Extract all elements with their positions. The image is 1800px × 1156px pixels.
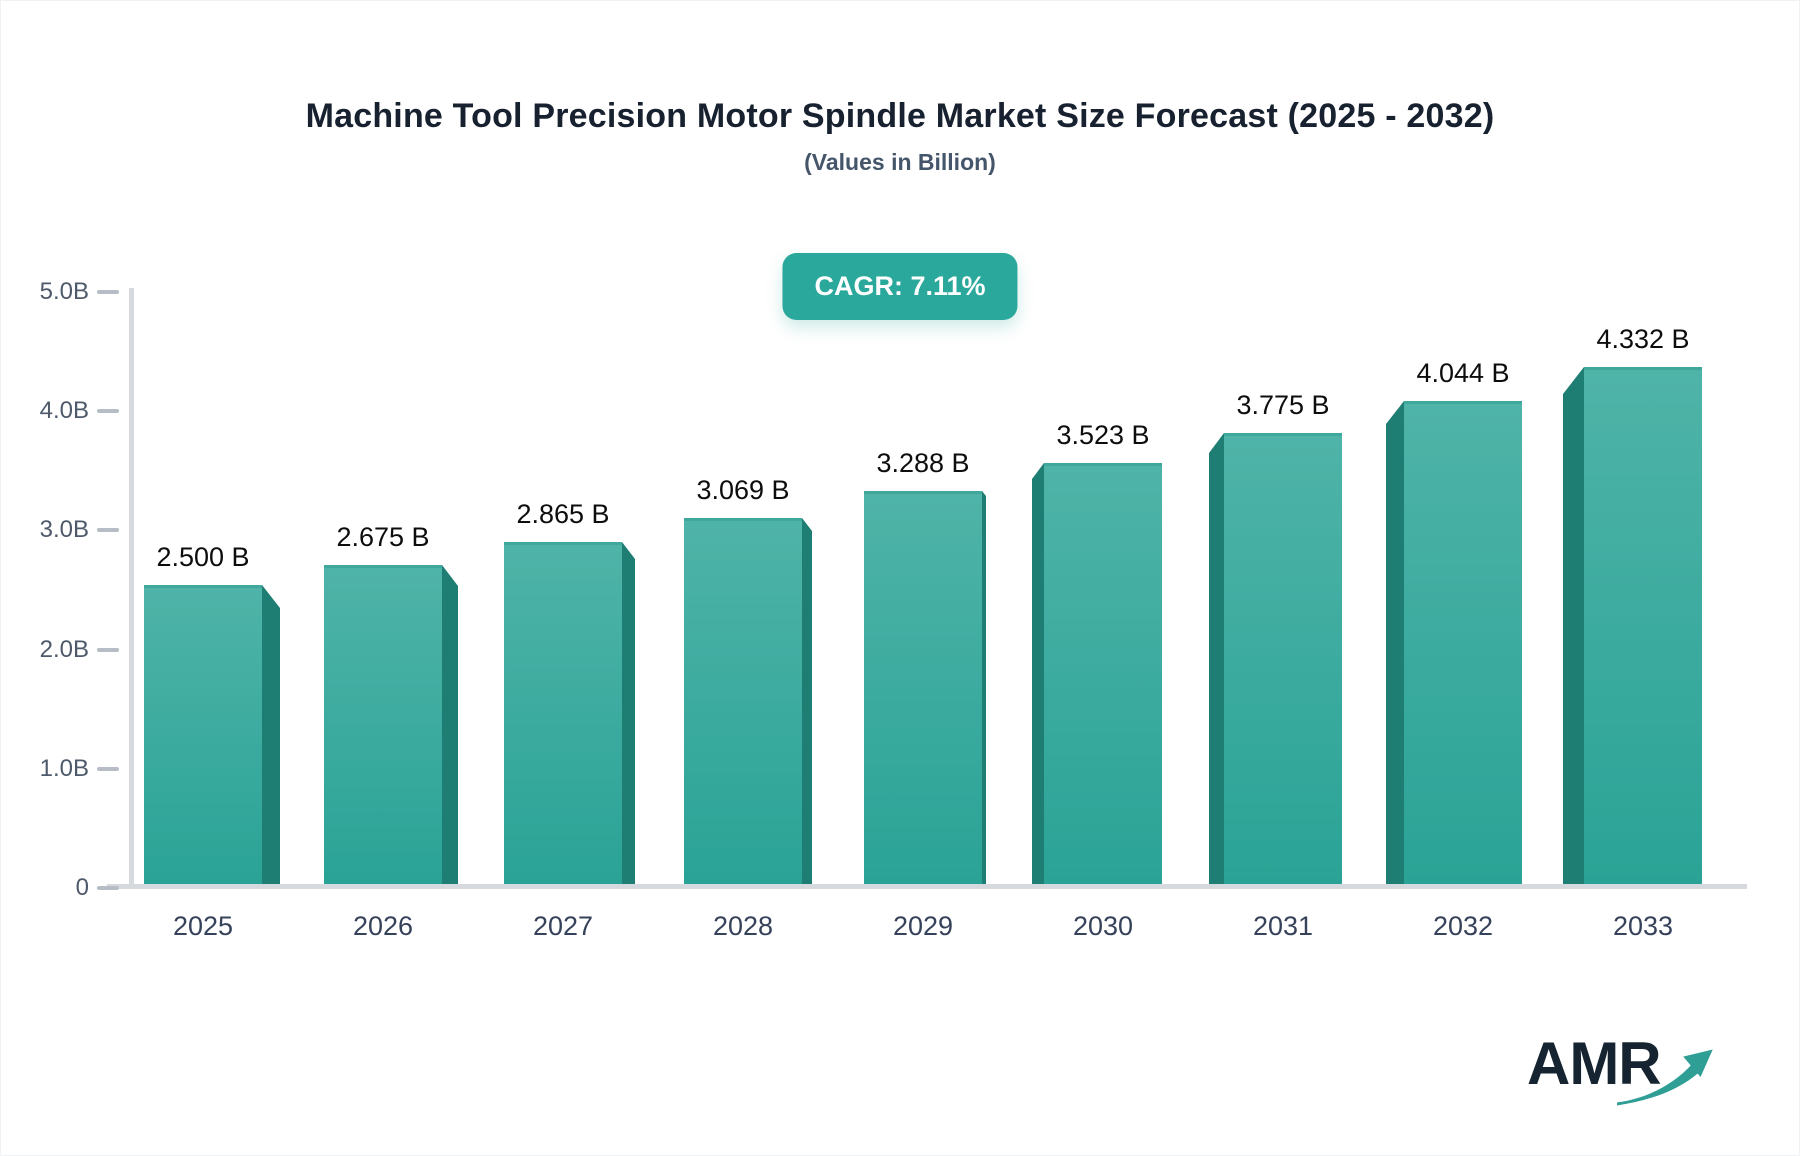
bar-main-face [1224,433,1342,884]
x-tick-label: 2031 [1252,911,1314,941]
bar [1209,433,1342,884]
bar-value-label: 4.044 B [1416,358,1510,388]
bar-value-label: 2.500 B [156,542,250,572]
bar-main-face [324,565,442,884]
y-tick-dash [97,647,119,652]
bar-group: 3.069 B 2028 [653,287,833,941]
bar-group: 3.775 B 2031 [1193,287,1373,941]
bar-side-face [982,491,986,884]
bar-side-face [1209,433,1224,884]
bar [1563,367,1702,884]
bar-side-face [1386,401,1404,884]
x-tick-label: 2028 [712,911,774,941]
bars-area: 2.500 B 2025 2.675 B 2026 2.865 B 2027 3.069 B… [113,287,1733,941]
bar-group: 2.675 B 2026 [293,287,473,941]
y-tick-label: 3.0B [39,516,89,544]
bar-group: 3.523 B 2030 [1013,287,1193,941]
bar-value-label: 3.069 B [696,475,790,505]
x-tick-label: 2029 [892,911,954,941]
bar-main-face [1584,367,1702,884]
bar-main-face [504,542,622,884]
bar-group: 3.288 B 2029 [833,287,1013,941]
bar-side-face [262,585,280,884]
bar-main-face [684,518,802,884]
bar-value-label: 3.288 B [876,448,970,478]
y-tick-label: 1.0B [39,754,89,782]
bar-group: 4.044 B 2032 [1373,287,1553,941]
bar-main-face [144,585,262,884]
chart-subtitle: (Values in Billion) [804,149,996,175]
bar-value-label: 3.775 B [1236,390,1330,420]
y-tick-label: 2.0B [39,635,89,663]
y-axis-line [129,288,134,888]
y-tick-dash [97,766,119,771]
y-tick-dash [97,528,119,533]
growth-arrow-icon [1617,1049,1713,1106]
x-tick-label: 2033 [1612,911,1674,941]
x-axis-line [107,884,1747,889]
cagr-badge-label: CAGR: 7.11% [814,271,986,301]
chart-title: Machine Tool Precision Motor Spindle Mar… [305,97,1495,135]
bar-side-face [442,565,458,884]
bar-side-face [802,518,812,884]
y-tick-label: 5.0B [39,278,89,305]
x-tick-label: 2030 [1072,911,1134,941]
y-tick-label: 4.0B [39,397,89,425]
cagr-badge: CAGR: 7.11% [782,253,1018,320]
bar-main-face [864,491,982,884]
bar-side-face [1032,463,1044,884]
x-tick-label: 2026 [352,911,414,941]
bar [864,491,986,884]
bar-side-face [1563,367,1584,884]
bar [144,585,280,884]
x-tick-label: 2025 [172,911,234,941]
bar [504,542,635,884]
bar-group: 2.865 B 2027 [473,287,653,941]
y-tick-label: 0 [75,874,89,901]
bar [1386,401,1522,884]
bar [1032,463,1162,884]
bar-main-face [1044,463,1162,884]
y-tick-dash [97,409,119,414]
bar-value-label: 2.865 B [516,499,610,529]
bar-value-label: 3.523 B [1056,420,1150,450]
amr-logo-text: AMR [1527,1030,1662,1097]
bar-value-label: 4.332 B [1596,324,1690,354]
bar [324,565,458,884]
amr-logo: AMR [1527,1029,1767,1144]
bar [684,518,812,884]
x-tick-label: 2032 [1432,911,1494,941]
bar-side-face [622,542,635,884]
bar-value-label: 2.675 B [336,522,430,552]
bar-group: 2.500 B 2025 [113,287,293,941]
y-tick-dash [97,290,119,294]
bar-main-face [1404,401,1522,884]
x-tick-label: 2027 [532,911,594,941]
bar-group: 4.332 B 2033 [1553,287,1733,941]
y-tick-dash [97,886,119,890]
